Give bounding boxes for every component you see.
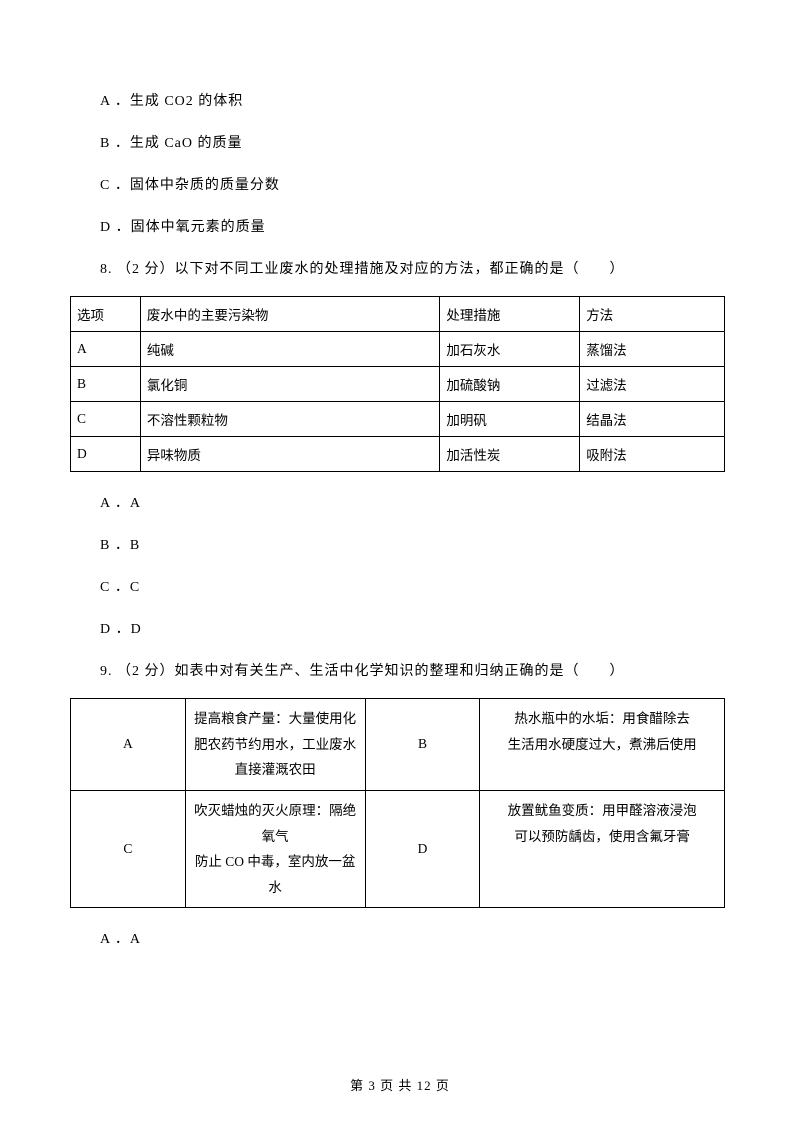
q8-th-0: 选项 — [71, 297, 141, 332]
q8-r3-c1: 异味物质 — [140, 437, 440, 472]
q7-option-a: A ．生成 CO2 的体积 — [100, 90, 730, 110]
q8-r2-c1: 不溶性颗粒物 — [140, 402, 440, 437]
q8-th-2: 处理措施 — [440, 297, 580, 332]
q9-r0-c0: A — [71, 699, 186, 791]
q8-option-c: C ．C — [100, 576, 730, 596]
q9-r1-c1-line1: 吹灭蜡烛的灭火原理：隔绝氧气 — [192, 798, 359, 849]
q8-r0-c3: 蒸馏法 — [580, 332, 725, 367]
q9-r1-c3-line1: 放置鱿鱼变质：用甲醛溶液浸泡 — [486, 798, 718, 824]
q8-r1-c1: 氯化铜 — [140, 367, 440, 402]
q8-th-3: 方法 — [580, 297, 725, 332]
q9-r1-c1: 吹灭蜡烛的灭火原理：隔绝氧气 防止 CO 中毒，室内放一盆水 — [185, 790, 365, 908]
q9-r1-c3-line2: 可以预防龋齿，使用含氟牙膏 — [486, 824, 718, 850]
q9-option-a: A ．A — [100, 928, 730, 948]
q9-r1-c2: D — [365, 790, 480, 908]
q8-option-b: B ．B — [100, 534, 730, 554]
q8-r0-c2: 加石灰水 — [440, 332, 580, 367]
q8-r0-c1: 纯碱 — [140, 332, 440, 367]
q8-r2-c0: C — [71, 402, 141, 437]
q9-r1-c1-line2: 防止 CO 中毒，室内放一盆水 — [192, 849, 359, 900]
q7-option-b: B ．生成 CaO 的质量 — [100, 132, 730, 152]
q8-text: 8. （2 分）以下对不同工业废水的处理措施及对应的方法，都正确的是（ ） — [100, 258, 730, 278]
q9-r0-c3: 热水瓶中的水垢：用食醋除去 生活用水硬度过大，煮沸后使用 — [480, 699, 725, 791]
q9-r1-c3: 放置鱿鱼变质：用甲醛溶液浸泡 可以预防龋齿，使用含氟牙膏 — [480, 790, 725, 908]
q7-option-d: D ．固体中氧元素的质量 — [100, 216, 730, 236]
q9-r0-c3-line1: 热水瓶中的水垢：用食醋除去 — [486, 706, 718, 732]
q9-r1-c0: C — [71, 790, 186, 908]
q8-option-a: A ．A — [100, 492, 730, 512]
q9-text: 9. （2 分）如表中对有关生产、生活中化学知识的整理和归纳正确的是（ ） — [100, 660, 730, 680]
q8-r2-c3: 结晶法 — [580, 402, 725, 437]
q9-r0-c2: B — [365, 699, 480, 791]
q9-table: A 提高粮食产量：大量使用化肥农药节约用水，工业废水直接灌溉农田 B 热水瓶中的… — [70, 698, 725, 908]
page-footer: 第 3 页 共 12 页 — [0, 1075, 800, 1094]
q9-r0-c1: 提高粮食产量：大量使用化肥农药节约用水，工业废水直接灌溉农田 — [185, 699, 365, 791]
q8-r3-c0: D — [71, 437, 141, 472]
q8-r1-c3: 过滤法 — [580, 367, 725, 402]
q7-option-c: C ．固体中杂质的质量分数 — [100, 174, 730, 194]
q8-r3-c3: 吸附法 — [580, 437, 725, 472]
q8-option-d: D ．D — [100, 618, 730, 638]
q8-r2-c2: 加明矾 — [440, 402, 580, 437]
q8-th-1: 废水中的主要污染物 — [140, 297, 440, 332]
q8-r1-c0: B — [71, 367, 141, 402]
q9-r0-c3-line2: 生活用水硬度过大，煮沸后使用 — [486, 732, 718, 758]
q8-r1-c2: 加硫酸钠 — [440, 367, 580, 402]
q8-r3-c2: 加活性炭 — [440, 437, 580, 472]
q8-table: 选项 废水中的主要污染物 处理措施 方法 A 纯碱 加石灰水 蒸馏法 B 氯化铜… — [70, 296, 725, 472]
q8-r0-c0: A — [71, 332, 141, 367]
